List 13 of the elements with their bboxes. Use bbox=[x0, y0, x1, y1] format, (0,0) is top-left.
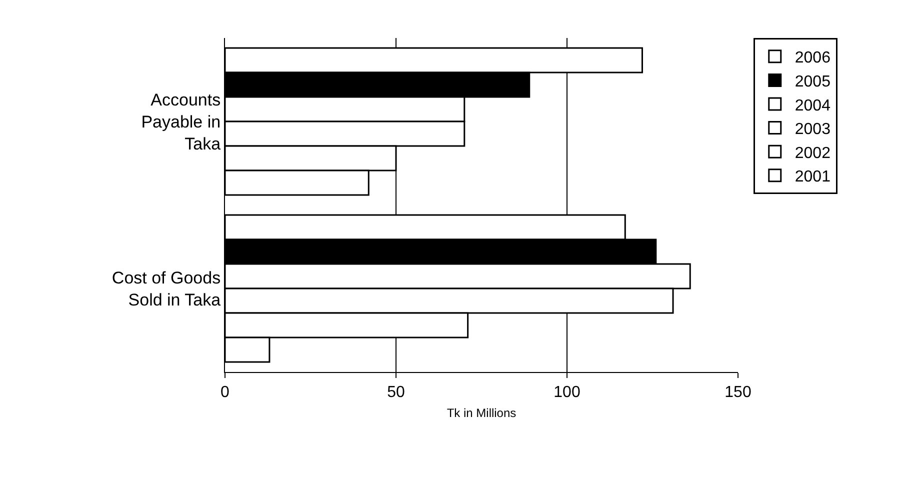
legend-label: 2005 bbox=[794, 73, 831, 90]
x-axis-title: Tk in Millions bbox=[446, 406, 516, 420]
legend-label: 2004 bbox=[794, 97, 831, 114]
x-tick-label: 100 bbox=[554, 384, 580, 402]
legend-label: 2002 bbox=[794, 144, 831, 162]
legend-label: 2003 bbox=[794, 121, 831, 138]
x-tick-label: 50 bbox=[387, 384, 405, 402]
y-tick-label: Cost of Goods Sold in Taka bbox=[112, 268, 222, 310]
x-tick-label: 150 bbox=[724, 384, 752, 402]
legend-label: 2001 bbox=[794, 168, 831, 186]
x-tick-label: 0 bbox=[220, 384, 230, 402]
legend-label: 2006 bbox=[794, 50, 831, 67]
y-tick-label: Accounts Payable in Taka bbox=[141, 90, 222, 154]
